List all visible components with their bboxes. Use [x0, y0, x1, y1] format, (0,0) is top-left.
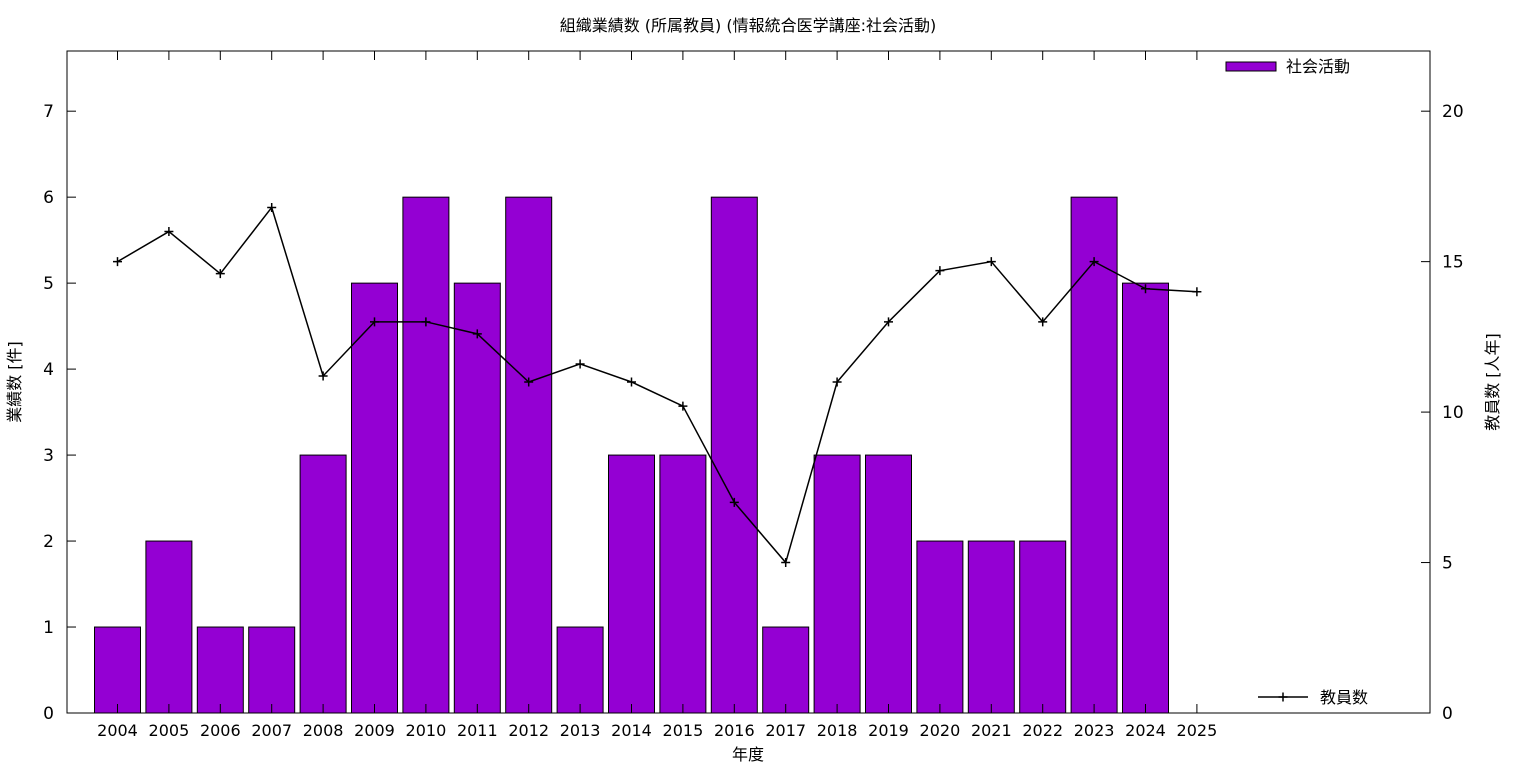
x-tick-label-2005: 2005: [149, 721, 190, 740]
y-tick-label-1: 1: [43, 618, 54, 638]
legend-bar-swatch: [1225, 61, 1277, 72]
x-tick-label-2017: 2017: [765, 721, 806, 740]
y-tick-label-0: 0: [43, 704, 54, 724]
line-point-2007: [267, 202, 277, 212]
y-tick-label-5: 5: [43, 274, 54, 294]
legend-line-label: 教員数: [1320, 688, 1368, 707]
line-point-2017: [781, 558, 791, 568]
bar-2018: [813, 454, 861, 714]
x-tick-label-2006: 2006: [200, 721, 241, 740]
y2-tick-label-5: 5: [1442, 554, 1453, 574]
line-point-2009: [370, 317, 379, 327]
line-point-2004: [113, 257, 122, 267]
x-tick-label-2015: 2015: [663, 721, 704, 740]
legend-line-marker: [1278, 692, 1288, 702]
bar-2005: [145, 540, 193, 714]
bar-2015: [659, 454, 707, 714]
line-point-2011: [472, 329, 482, 339]
plot-layer: 0 1 2 3 4 5 6 7 0 5 10 15 20 2004 2005 2006 2007 2008 2009…: [43, 50, 1464, 740]
bar-2012: [505, 196, 553, 714]
x-tick-label-2018: 2018: [817, 721, 858, 740]
line-point-2014: [627, 377, 636, 387]
plot-border: [66, 50, 1431, 714]
y-tick-label-7: 7: [43, 102, 54, 122]
x-tick-label-2024: 2024: [1125, 721, 1166, 740]
y2-tick-label-10: 10: [1442, 403, 1464, 423]
x-tick-label-2021: 2021: [971, 721, 1012, 740]
line-point-2013: [575, 359, 585, 369]
line-point-2019: [884, 317, 893, 327]
bar-2023: [1070, 196, 1118, 714]
x-tick-label-2010: 2010: [406, 721, 447, 740]
bar-2009: [351, 282, 398, 714]
bar-2020: [916, 540, 964, 714]
bar-2016: [710, 196, 758, 714]
x-tick-label-2022: 2022: [1022, 721, 1063, 740]
line-point-2005: [164, 227, 174, 237]
bar-2017: [762, 626, 810, 714]
line-point-2020: [935, 266, 945, 276]
x-tick-label-2012: 2012: [508, 721, 549, 740]
y-axis-label: 業績数 [件]: [5, 341, 24, 423]
y2-tick-label-20: 20: [1442, 102, 1464, 122]
y-tick-label-2: 2: [43, 532, 54, 552]
line-point-2024: [1141, 284, 1150, 294]
line-point-2016: [729, 497, 739, 507]
bar-2011: [453, 282, 501, 714]
bar-2021: [967, 540, 1015, 714]
bar-2014: [608, 454, 655, 714]
chart-title: 組織業績数 (所属教員) (情報統合医学講座:社会活動): [560, 16, 937, 35]
x-axis-label: 年度: [732, 745, 764, 764]
bar-2008: [299, 454, 347, 714]
x-tick-label-2013: 2013: [560, 721, 601, 740]
y-tick-label-3: 3: [43, 446, 54, 466]
line-point-2006: [215, 269, 225, 279]
line-series-teachers: [117, 205, 1197, 565]
y2-tick-label-15: 15: [1442, 253, 1464, 273]
line-point-2010: [421, 317, 431, 327]
x-tick-label-2009: 2009: [354, 721, 395, 740]
x-tick-label-2023: 2023: [1074, 721, 1115, 740]
line-point-2025: [1192, 287, 1202, 297]
bar-2006: [196, 626, 244, 714]
x-tick-label-2007: 2007: [251, 721, 292, 740]
x-tick-label-2004: 2004: [97, 721, 138, 740]
line-point-2023: [1089, 257, 1099, 267]
line-point-2022: [1038, 317, 1048, 327]
line-point-2015: [678, 401, 688, 411]
x-tick-label-2019: 2019: [868, 721, 909, 740]
y-tick-label-6: 6: [43, 188, 54, 208]
legend-bar-label: 社会活動: [1286, 57, 1350, 76]
bar-2022: [1019, 540, 1067, 714]
y2-tick-label-0: 0: [1442, 704, 1453, 724]
x-tick-label-2016: 2016: [714, 721, 755, 740]
line-point-2018: [832, 377, 842, 387]
y2-axis-label: 教員数 [人年]: [1483, 333, 1502, 431]
line-point-2012: [524, 377, 534, 387]
bar-2013: [556, 626, 604, 714]
x-tick-label-2011: 2011: [457, 721, 498, 740]
bar-2007: [248, 626, 296, 714]
bar-2010: [402, 196, 450, 714]
bar-2024: [1122, 282, 1169, 714]
line-point-2008: [318, 371, 328, 381]
bar-2004: [94, 626, 141, 714]
x-tick-label-2020: 2020: [920, 721, 961, 740]
x-tick-label-2014: 2014: [611, 721, 652, 740]
x-tick-label-2025: 2025: [1177, 721, 1218, 740]
bar-2019: [865, 454, 912, 714]
y-tick-label-4: 4: [43, 360, 54, 380]
x-tick-label-2008: 2008: [303, 721, 344, 740]
line-point-2021: [986, 257, 996, 267]
